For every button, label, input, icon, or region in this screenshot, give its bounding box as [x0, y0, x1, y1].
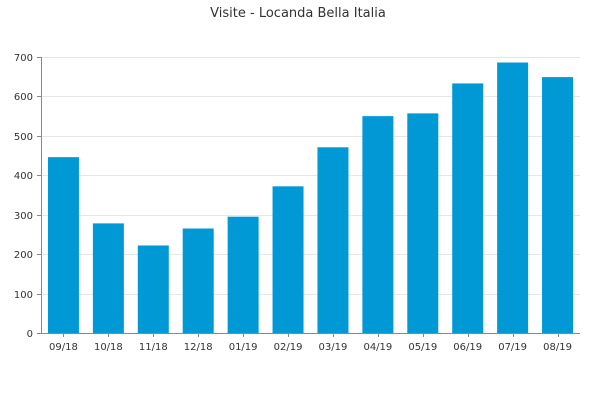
x-tick-label: 12/18 [184, 342, 213, 353]
y-tick-label: 400 [14, 171, 33, 182]
x-tick-label: 09/18 [49, 342, 78, 353]
bar-06-19 [452, 83, 484, 333]
bar-07-19 [497, 62, 529, 334]
bar-09-18 [47, 157, 79, 333]
x-tick-label: 11/18 [139, 342, 168, 353]
x-tick-labels: 09/18 10/18 11/18 12/18 01/19 02/19 03/19 04/19… [49, 342, 572, 353]
y-tick-label: 600 [14, 92, 33, 103]
x-tick-label: 01/19 [229, 342, 258, 353]
y-tick-label: 300 [14, 211, 33, 222]
bar-02-19 [272, 186, 304, 333]
bar-03-19 [317, 147, 349, 333]
x-tick-label: 06/19 [453, 342, 482, 353]
x-tick-label: 05/19 [408, 342, 437, 353]
gridlines [41, 57, 580, 295]
axes [37, 57, 580, 337]
x-tick-label: 07/19 [498, 342, 527, 353]
bar-10-18 [92, 223, 124, 333]
bar-08-19 [542, 77, 574, 333]
y-tick-labels: 0 100 200 300 400 500 600 700 [14, 53, 33, 340]
y-tick-label: 100 [14, 290, 33, 301]
y-tick-label: 700 [14, 53, 33, 64]
bar-12-18 [182, 228, 214, 333]
x-tick-label: 08/19 [543, 342, 572, 353]
x-tick-label: 02/19 [274, 342, 303, 353]
bars [47, 62, 574, 334]
bar-04-19 [362, 116, 394, 334]
x-tick-label: 03/19 [319, 342, 348, 353]
chart-title: Visite - Locanda Bella Italia [210, 6, 386, 21]
y-tick-label: 0 [27, 329, 33, 340]
x-tick-label: 04/19 [363, 342, 392, 353]
x-tick-label: 10/18 [94, 342, 123, 353]
y-tick-label: 500 [14, 132, 33, 143]
bar-01-19 [227, 216, 259, 333]
bar-11-18 [137, 245, 169, 333]
y-tick-label: 200 [14, 250, 33, 261]
bar-05-19 [407, 113, 439, 333]
